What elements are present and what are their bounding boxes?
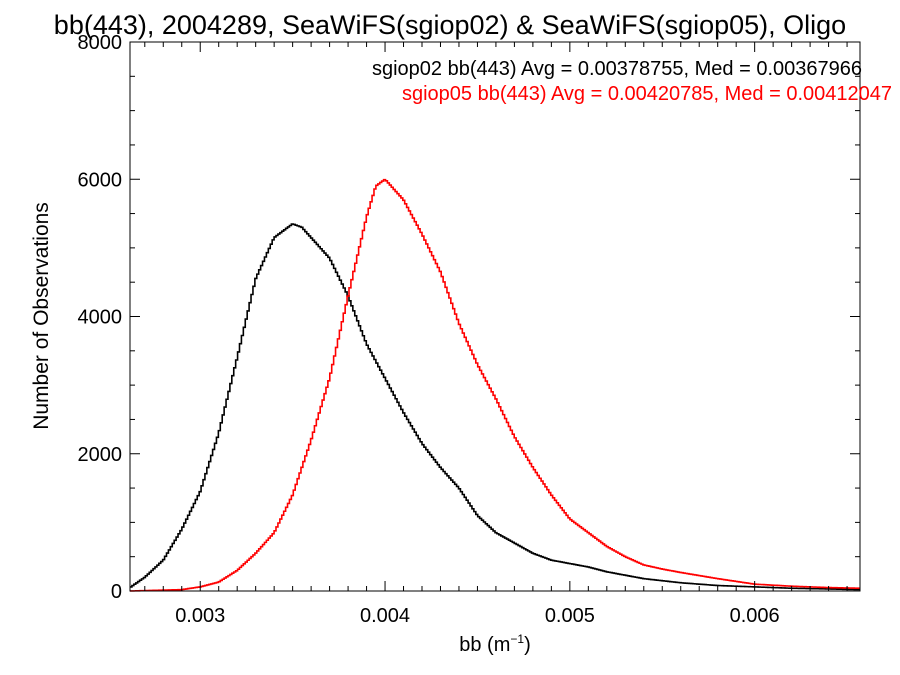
y-tick-label: 4000 [78, 307, 123, 329]
y-axis-label: Number of Observations [30, 202, 53, 430]
chart-title: bb(443), 2004289, SeaWiFS(sgiop02) & Sea… [54, 10, 846, 40]
y-tick-label: 0 [111, 581, 122, 603]
legend-sgiop02-stats: sgiop02 bb(443) Avg = 0.00378755, Med = … [372, 58, 862, 80]
x-axis-label-close: ) [524, 634, 531, 656]
x-tick-label: 0.003 [175, 605, 225, 627]
x-tick-label: 0.004 [360, 605, 410, 627]
legend-sgiop05-stats: sgiop05 bb(443) Avg = 0.00420785, Med = … [402, 83, 892, 105]
y-tick-label: 8000 [78, 32, 123, 54]
x-axis-ticks: 0.003 0.004 0.005 0.006 [144, 42, 848, 627]
x-tick-label: 0.005 [545, 605, 595, 627]
histogram-series-1 [130, 178, 860, 592]
x-axis-label-main: bb (m [459, 634, 510, 656]
x-axis-label-superscript: −1 [510, 632, 524, 646]
histogram-series-0 [130, 223, 860, 591]
series-layer [130, 178, 860, 592]
y-tick-label: 6000 [78, 169, 123, 191]
y-tick-label: 2000 [78, 444, 123, 466]
x-tick-label: 0.006 [730, 605, 780, 627]
y-axis-ticks: 0 2000 4000 6000 8000 [78, 32, 860, 603]
x-axis-label: bb (m−1) [459, 632, 530, 656]
